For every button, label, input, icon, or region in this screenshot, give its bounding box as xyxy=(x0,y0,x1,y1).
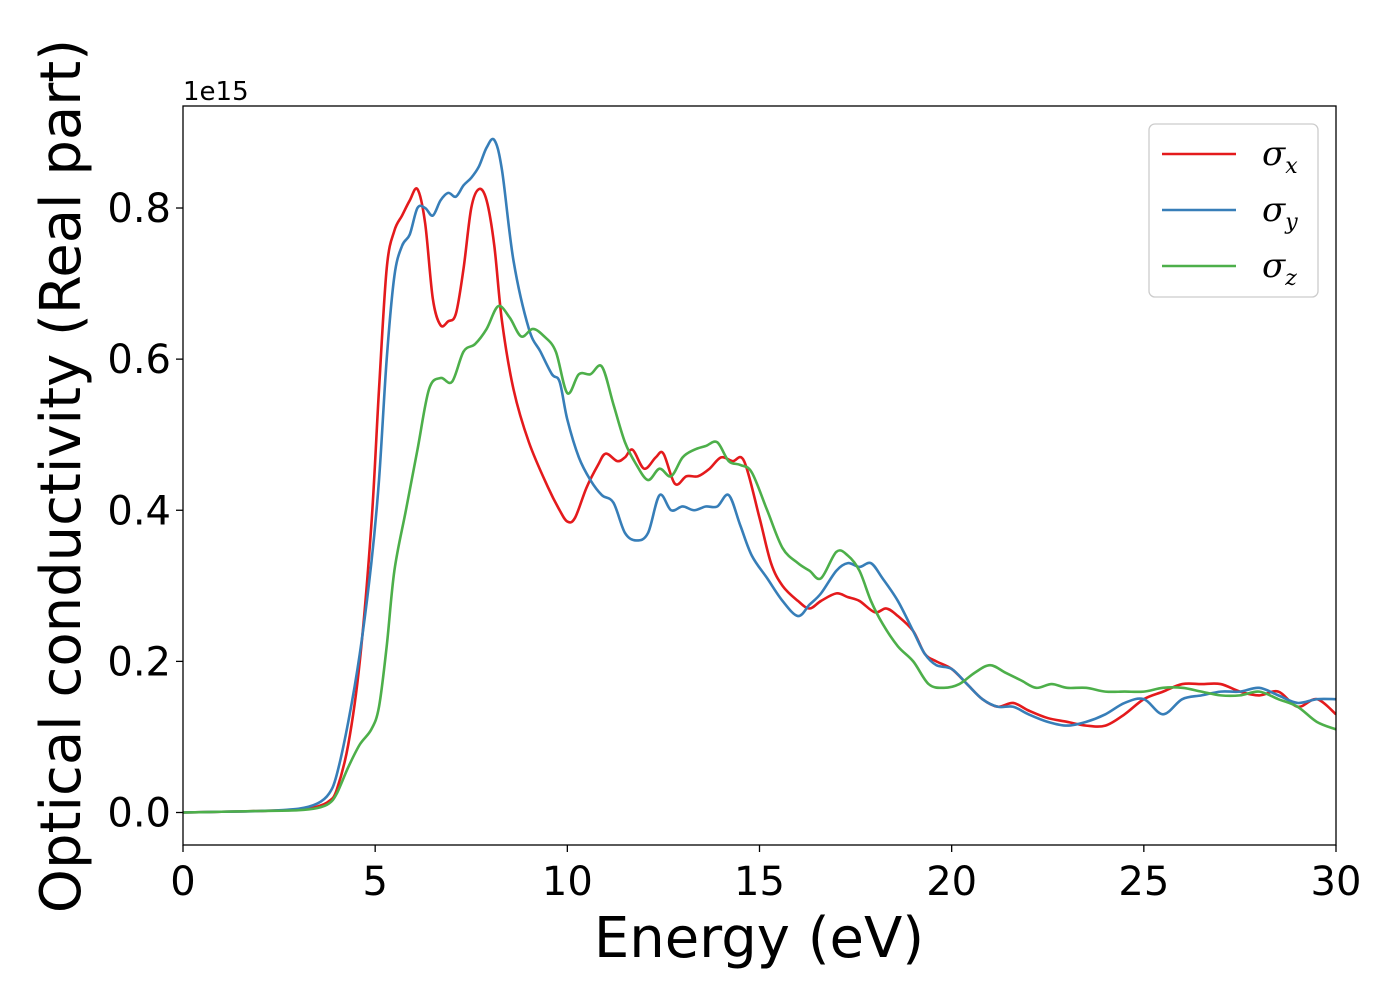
x-tick-label: 30 xyxy=(1311,859,1362,905)
y-offset-label: 1e15 xyxy=(183,77,249,107)
x-tick-label: 20 xyxy=(926,859,977,905)
x-tick-label: 25 xyxy=(1118,859,1169,905)
y-tick-label: 0.8 xyxy=(107,186,171,232)
series-lines xyxy=(183,137,1336,814)
y-axis: 0.0 0.2 0.4 0.6 0.8 xyxy=(107,186,183,837)
x-tick-label: 15 xyxy=(734,859,785,905)
series-line-y xyxy=(183,137,1336,814)
y-tick-label: 0.2 xyxy=(107,639,171,685)
legend-label-y: σy xyxy=(1262,190,1298,235)
legend-label-z: σz xyxy=(1262,246,1297,291)
x-tick-label: 5 xyxy=(362,859,387,905)
x-axis-title: Energy (eV) xyxy=(594,906,924,971)
legend: σx σy σz xyxy=(1148,123,1319,298)
y-axis-title: Optical conductivity (Real part) xyxy=(29,39,94,913)
x-tick-label: 10 xyxy=(542,859,593,905)
y-tick-label: 0.4 xyxy=(107,488,171,534)
x-tick-label: 0 xyxy=(170,859,195,905)
y-tick-label: 0.6 xyxy=(107,337,171,383)
series-line-z xyxy=(183,304,1336,814)
legend-label-x: σx xyxy=(1262,134,1298,179)
x-axis: 0 5 10 15 20 25 30 xyxy=(170,845,1361,905)
y-tick-label: 0.0 xyxy=(107,791,171,837)
